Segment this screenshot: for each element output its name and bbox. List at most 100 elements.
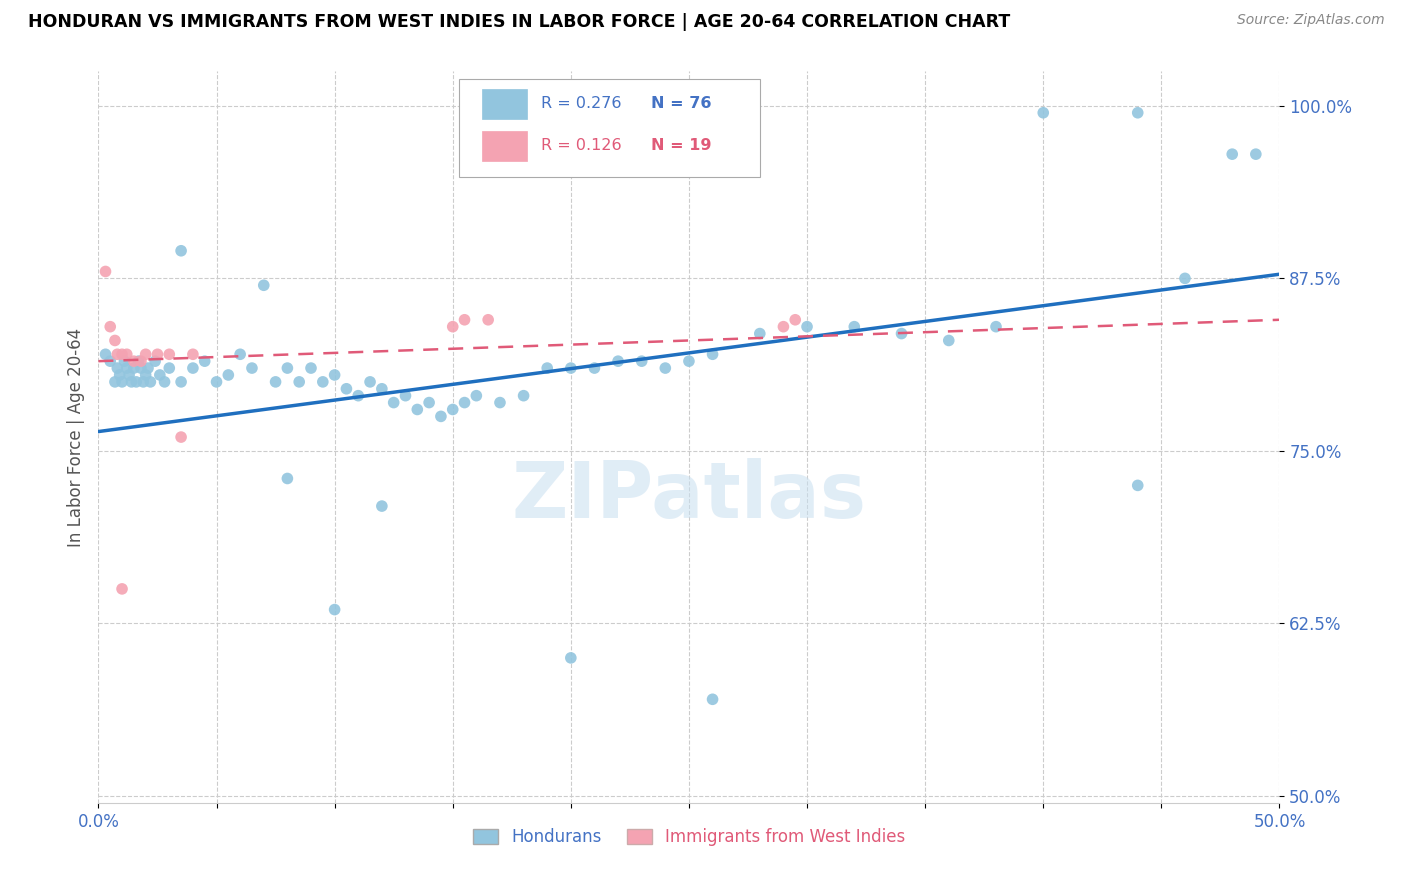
Point bbox=[143, 354, 166, 368]
Point bbox=[217, 368, 239, 382]
Point bbox=[105, 361, 128, 376]
Point bbox=[104, 334, 127, 348]
Point bbox=[844, 319, 866, 334]
Point bbox=[1244, 147, 1267, 161]
Point bbox=[359, 375, 381, 389]
Point bbox=[441, 402, 464, 417]
Point bbox=[489, 395, 512, 409]
Point bbox=[128, 354, 150, 368]
Point bbox=[654, 361, 676, 376]
Point bbox=[702, 347, 724, 361]
Point bbox=[406, 402, 429, 417]
Point bbox=[371, 382, 394, 396]
Point bbox=[170, 430, 193, 444]
Point bbox=[323, 602, 346, 616]
Point bbox=[335, 382, 357, 396]
Point bbox=[98, 354, 121, 368]
Point bbox=[170, 375, 193, 389]
Point bbox=[105, 347, 128, 361]
Point bbox=[1174, 271, 1197, 285]
Point bbox=[132, 375, 155, 389]
Point bbox=[748, 326, 770, 341]
Point bbox=[135, 368, 157, 382]
Point bbox=[382, 395, 405, 409]
Point bbox=[371, 499, 394, 513]
Point bbox=[111, 375, 134, 389]
Y-axis label: In Labor Force | Age 20-64: In Labor Force | Age 20-64 bbox=[66, 327, 84, 547]
Point bbox=[441, 319, 464, 334]
Point bbox=[560, 651, 582, 665]
Point bbox=[118, 368, 141, 382]
Point bbox=[139, 375, 162, 389]
Point bbox=[796, 319, 818, 334]
Point bbox=[229, 347, 252, 361]
Point bbox=[115, 347, 138, 361]
Point bbox=[194, 354, 217, 368]
Point bbox=[607, 354, 630, 368]
Legend: Hondurans, Immigrants from West Indies: Hondurans, Immigrants from West Indies bbox=[467, 822, 911, 853]
Bar bbox=[482, 88, 527, 120]
Point bbox=[153, 375, 176, 389]
Point bbox=[785, 312, 807, 326]
Point bbox=[111, 582, 134, 596]
Point bbox=[264, 375, 287, 389]
Text: N = 19: N = 19 bbox=[651, 138, 711, 153]
Point bbox=[288, 375, 311, 389]
Point bbox=[276, 471, 298, 485]
Point bbox=[453, 395, 475, 409]
Point bbox=[125, 375, 148, 389]
Text: ZIPatlas: ZIPatlas bbox=[512, 458, 866, 533]
Point bbox=[240, 361, 263, 376]
Point bbox=[890, 326, 912, 341]
Text: R = 0.126: R = 0.126 bbox=[541, 138, 621, 153]
Point bbox=[108, 368, 131, 382]
Point bbox=[276, 361, 298, 376]
Point bbox=[536, 361, 558, 376]
Point bbox=[149, 368, 172, 382]
Point bbox=[1126, 105, 1149, 120]
Point bbox=[512, 389, 534, 403]
Point bbox=[122, 354, 145, 368]
Point bbox=[453, 312, 475, 326]
Point bbox=[94, 347, 117, 361]
Point bbox=[1126, 478, 1149, 492]
Text: N = 76: N = 76 bbox=[651, 96, 711, 112]
Point bbox=[112, 354, 135, 368]
Point bbox=[98, 319, 121, 334]
Point bbox=[630, 354, 652, 368]
Point bbox=[560, 361, 582, 376]
Point bbox=[702, 692, 724, 706]
Point bbox=[94, 264, 117, 278]
Point bbox=[115, 361, 138, 376]
Point bbox=[170, 244, 193, 258]
Point bbox=[135, 347, 157, 361]
Point bbox=[111, 347, 134, 361]
Point bbox=[205, 375, 228, 389]
Point bbox=[299, 361, 322, 376]
Point bbox=[121, 375, 143, 389]
Point bbox=[323, 368, 346, 382]
Point bbox=[129, 354, 152, 368]
Point bbox=[347, 389, 370, 403]
Point bbox=[465, 389, 488, 403]
Point bbox=[157, 361, 180, 376]
Text: Source: ZipAtlas.com: Source: ZipAtlas.com bbox=[1237, 13, 1385, 28]
Point bbox=[146, 347, 169, 361]
Bar bbox=[482, 130, 527, 161]
Point bbox=[394, 389, 416, 403]
Point bbox=[984, 319, 1007, 334]
Point bbox=[1220, 147, 1243, 161]
Point bbox=[583, 361, 606, 376]
Point bbox=[312, 375, 335, 389]
Point bbox=[678, 354, 700, 368]
Text: R = 0.276: R = 0.276 bbox=[541, 96, 621, 112]
Text: HONDURAN VS IMMIGRANTS FROM WEST INDIES IN LABOR FORCE | AGE 20-64 CORRELATION C: HONDURAN VS IMMIGRANTS FROM WEST INDIES … bbox=[28, 13, 1011, 31]
Point bbox=[129, 361, 152, 376]
Point bbox=[136, 361, 159, 376]
Point bbox=[418, 395, 440, 409]
Point bbox=[122, 361, 145, 376]
Point bbox=[253, 278, 276, 293]
Point bbox=[104, 375, 127, 389]
Point bbox=[157, 347, 180, 361]
Point bbox=[477, 312, 499, 326]
